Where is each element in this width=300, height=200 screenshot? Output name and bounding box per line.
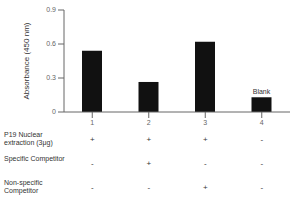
- svg-text:P19 Nuclearextraction (3μg): P19 Nuclearextraction (3μg): [8, 131, 53, 147]
- svg-text:1: 1: [90, 119, 94, 126]
- svg-text:+: +: [203, 135, 208, 144]
- svg-text:Non-specificCompetitor: Non-specificCompetitor: [8, 179, 43, 195]
- svg-text:Specific Competitor: Specific Competitor: [8, 155, 65, 163]
- svg-text:-: -: [91, 159, 94, 168]
- svg-text:0.9: 0.9: [46, 6, 56, 13]
- svg-text:0.6: 0.6: [46, 40, 56, 47]
- svg-text:0.3: 0.3: [46, 74, 56, 81]
- svg-text:-: -: [204, 159, 207, 168]
- svg-text:3: 3: [203, 119, 207, 126]
- svg-text:-: -: [91, 183, 94, 192]
- svg-text:+: +: [146, 135, 151, 144]
- svg-text:+: +: [90, 135, 95, 144]
- svg-text:4: 4: [260, 119, 264, 126]
- svg-text:2: 2: [147, 119, 151, 126]
- svg-text:0: 0: [52, 108, 56, 115]
- svg-text:+: +: [203, 183, 208, 192]
- svg-text:-: -: [260, 159, 263, 168]
- svg-text:Blank: Blank: [253, 88, 271, 95]
- svg-text:-: -: [147, 183, 150, 192]
- svg-text:+: +: [146, 159, 151, 168]
- svg-text:Absorbance (450 nm): Absorbance (450 nm): [22, 22, 31, 99]
- svg-text:-: -: [260, 183, 263, 192]
- svg-text:-: -: [260, 135, 263, 144]
